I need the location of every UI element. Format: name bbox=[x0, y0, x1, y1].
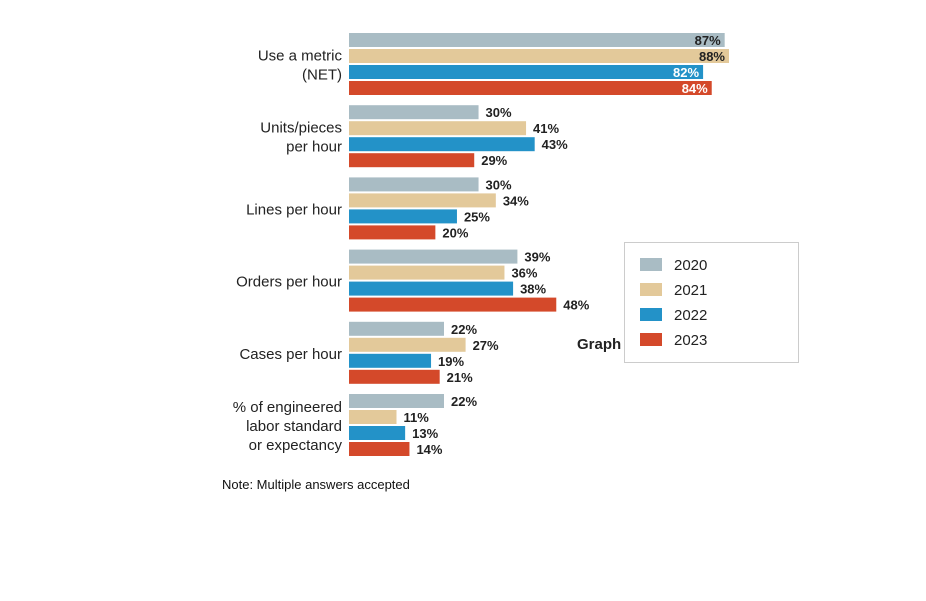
data-label: 43% bbox=[542, 137, 568, 152]
data-label: 38% bbox=[520, 282, 546, 297]
bar-2023 bbox=[349, 297, 557, 312]
category-label: labor standard bbox=[246, 418, 342, 435]
bar-2020 bbox=[349, 105, 479, 120]
bar-2022 bbox=[349, 137, 535, 152]
data-label: 36% bbox=[511, 266, 537, 281]
category-label: (NET) bbox=[302, 67, 342, 84]
category-label: Cases per hour bbox=[239, 346, 342, 363]
data-label: 22% bbox=[451, 322, 477, 337]
legend-swatch bbox=[640, 308, 662, 321]
category-label: Units/pieces bbox=[260, 120, 342, 137]
data-label: 84% bbox=[682, 81, 708, 96]
bar-2021 bbox=[349, 121, 527, 136]
legend-swatch bbox=[640, 283, 662, 296]
data-label: 30% bbox=[486, 105, 512, 120]
data-label: 13% bbox=[412, 426, 438, 441]
legend-label: 2020 bbox=[674, 257, 707, 274]
data-label: 22% bbox=[451, 394, 477, 409]
data-label: 39% bbox=[524, 250, 550, 265]
legend-label: 2021 bbox=[674, 282, 707, 299]
bar-2020 bbox=[349, 321, 444, 336]
bar-2022 bbox=[349, 65, 704, 79]
data-label: 30% bbox=[486, 177, 512, 192]
category-label: per hour bbox=[286, 139, 342, 156]
bar-2021 bbox=[349, 265, 505, 280]
category-label: Lines per hour bbox=[246, 201, 342, 218]
data-label: 34% bbox=[503, 193, 529, 208]
category-label: % of engineered bbox=[233, 399, 342, 416]
bar-2020 bbox=[349, 394, 444, 408]
bar-2021 bbox=[349, 49, 729, 63]
legend-label: 2023 bbox=[674, 332, 707, 349]
chart-note: Note: Multiple answers accepted bbox=[222, 477, 410, 492]
bar-2021 bbox=[349, 337, 466, 352]
bar-2022 bbox=[349, 426, 406, 440]
bar-2022 bbox=[349, 281, 514, 296]
bar-2021 bbox=[349, 410, 397, 424]
bar-2020 bbox=[349, 177, 479, 192]
category-label: Use a metric bbox=[258, 48, 343, 65]
bar-2020 bbox=[349, 33, 725, 47]
bar-2023 bbox=[349, 153, 475, 168]
data-label: 87% bbox=[695, 33, 721, 48]
legend-label: 2022 bbox=[674, 307, 707, 324]
data-label: 41% bbox=[533, 121, 559, 136]
bar-2023 bbox=[349, 369, 440, 384]
category-label: or expectancy bbox=[249, 437, 343, 454]
data-label: 25% bbox=[464, 209, 490, 224]
bar-2022 bbox=[349, 209, 457, 224]
data-label: 88% bbox=[699, 49, 725, 64]
data-label: 29% bbox=[481, 153, 507, 168]
bar-2023 bbox=[349, 442, 410, 456]
data-label: 11% bbox=[404, 410, 430, 425]
bar-2023 bbox=[349, 81, 712, 95]
data-label: 48% bbox=[563, 298, 589, 313]
data-label: 27% bbox=[473, 338, 499, 353]
bar-2021 bbox=[349, 193, 496, 208]
chart-title-partial: Graph bbox=[577, 336, 621, 353]
legend-swatch bbox=[640, 333, 662, 346]
data-label: 20% bbox=[442, 225, 468, 240]
bar-2020 bbox=[349, 249, 518, 264]
data-label: 14% bbox=[416, 442, 442, 457]
bar-2023 bbox=[349, 225, 436, 240]
data-label: 21% bbox=[447, 370, 473, 385]
data-label: 19% bbox=[438, 354, 464, 369]
legend-swatch bbox=[640, 258, 662, 271]
category-label: Orders per hour bbox=[236, 274, 342, 291]
bar-2022 bbox=[349, 353, 432, 368]
data-label: 82% bbox=[673, 65, 699, 80]
